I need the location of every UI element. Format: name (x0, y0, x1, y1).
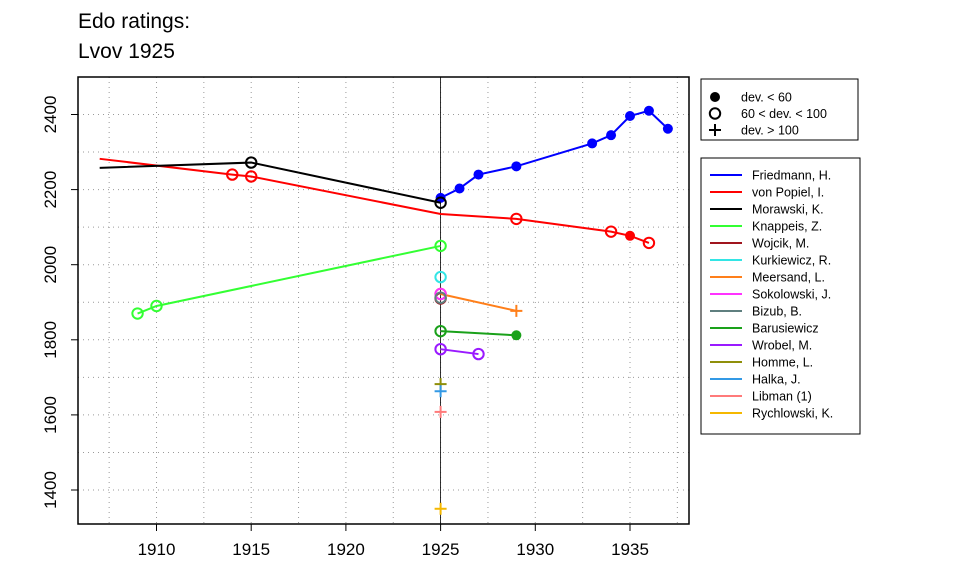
series-wrobel-m-marker (472, 347, 485, 361)
legend-label-rychlowski-k: Rychlowski, K. (752, 407, 833, 421)
series-friedmann-h (435, 105, 673, 203)
chart-title-line-2: Lvov 1925 (78, 40, 175, 63)
series-legend: Friedmann, H. von Popiel, I. Morawski, K. K… (700, 157, 861, 435)
grid (78, 77, 689, 524)
series-friedmann-h-marker (643, 105, 654, 116)
series-friedmann-h-marker (606, 130, 617, 141)
series-friedmann-h-marker (454, 183, 465, 194)
series-morawski-k-marker (245, 156, 258, 169)
x-tick-label: 1915 (232, 540, 270, 559)
legend-label-friedmann-h: Friedmann, H. (752, 169, 831, 183)
series-von-popiel-i-marker (642, 236, 656, 250)
series-layer (99, 105, 673, 515)
series-friedmann-h-marker (587, 138, 598, 149)
series-barusiewicz-line (440, 330, 517, 337)
series-friedmann-h-line (440, 109, 669, 199)
series-friedmann-h-marker (473, 169, 484, 180)
x-tick-label: 1925 (422, 540, 460, 559)
series-von-popiel-i-marker (604, 225, 618, 238)
y-tick-label: 2000 (41, 246, 60, 284)
symbol-legend-box (700, 78, 859, 141)
y-tick-label: 1600 (41, 396, 60, 434)
symbol-legend-filled-marker (710, 92, 720, 102)
legend-label-morawski-k: Morawski, K. (752, 203, 824, 217)
series-sokolowski-j (434, 287, 447, 301)
legend-label-meersand-l: Meersand, L. (752, 271, 825, 285)
legend-label-libman-1: Libman (1) (752, 390, 812, 404)
y-tick-label: 2400 (41, 96, 60, 134)
symbol-legend: dev. < 60 60 < dev. < 100 dev. > 100 (700, 78, 859, 141)
symbol-legend-open-marker (708, 107, 722, 120)
series-knappeis-z-marker (434, 239, 447, 253)
x-tick-label: 1930 (516, 540, 554, 559)
legend-label-wojcik-m: Wojcik, M. (752, 237, 809, 251)
series-bizub-b (434, 291, 447, 304)
series-barusiewicz-marker (434, 324, 447, 338)
series-legend-box (700, 157, 861, 435)
legend-label-barusiewicz: Barusiewicz (752, 322, 819, 336)
series-wrobel-m (434, 342, 485, 361)
series-von-popiel-i-marker (625, 230, 635, 241)
series-wrobel-m-line (440, 348, 479, 356)
series-meersand-l-line (440, 293, 517, 312)
x-tick-label: 1910 (138, 540, 176, 559)
series-barusiewicz-marker (511, 330, 522, 341)
series-kurkiewicz-r-marker (434, 270, 447, 284)
legend-label-halka-j: Halka, J. (752, 373, 801, 387)
y-tick-label: 1400 (41, 471, 60, 509)
series-meersand-l (434, 287, 523, 317)
chart-title-line-1: Edo ratings: (78, 10, 191, 33)
series-von-popiel-i-marker (510, 212, 523, 226)
series-knappeis-z-line (137, 244, 441, 315)
series-friedmann-h-marker (625, 111, 635, 122)
y-tick-label: 2200 (41, 171, 60, 209)
legend-label-bizub-b: Bizub, B. (752, 305, 802, 319)
series-morawski-k-marker (434, 196, 447, 209)
legend-label-von-popiel-i: von Popiel, I. (752, 186, 824, 200)
symbol-legend-label: 60 < dev. < 100 (741, 107, 827, 121)
legend-label-homme-l: Homme, L. (752, 356, 813, 370)
series-friedmann-h-marker (662, 123, 673, 134)
series-rychlowski-k (434, 502, 447, 515)
legend-label-knappeis-z: Knappeis, Z. (752, 220, 822, 234)
series-knappeis-z-marker (150, 299, 163, 313)
series-von-popiel-i (99, 157, 656, 250)
series-sokolowski-j-marker (434, 287, 447, 301)
x-tick-label: 1920 (327, 540, 365, 559)
series-kurkiewicz-r (434, 270, 447, 284)
series-von-popiel-i-marker (245, 170, 258, 183)
symbol-legend-label: dev. > 100 (741, 124, 799, 138)
series-von-popiel-i-marker (226, 168, 239, 181)
series-knappeis-z (131, 239, 447, 320)
axes: 1910 1915 1920 1925 1930 1935 1400 1600 1800 2000… (41, 77, 649, 559)
plot-frame (77, 76, 690, 525)
series-barusiewicz (434, 324, 522, 341)
legend-label-sokolowski-j: Sokolowski, J. (752, 288, 831, 302)
symbol-legend-label: dev. < 60 (741, 91, 792, 105)
legend-label-kurkiewicz-r: Kurkiewicz, R. (752, 254, 831, 268)
series-von-popiel-i-line (99, 157, 650, 244)
series-morawski-k-line (99, 161, 441, 204)
series-halka-j (434, 385, 447, 398)
series-wrobel-m-marker (434, 342, 447, 356)
series-friedmann-h-marker (511, 161, 522, 172)
series-libman-1 (434, 405, 447, 418)
y-tick-label: 1800 (41, 321, 60, 359)
series-bizub-b-marker (434, 291, 447, 304)
series-morawski-k (99, 156, 447, 209)
series-knappeis-z-marker (131, 307, 144, 320)
x-tick-label: 1935 (611, 540, 649, 559)
legend-label-wrobel-m: Wrobel, M. (752, 339, 812, 353)
